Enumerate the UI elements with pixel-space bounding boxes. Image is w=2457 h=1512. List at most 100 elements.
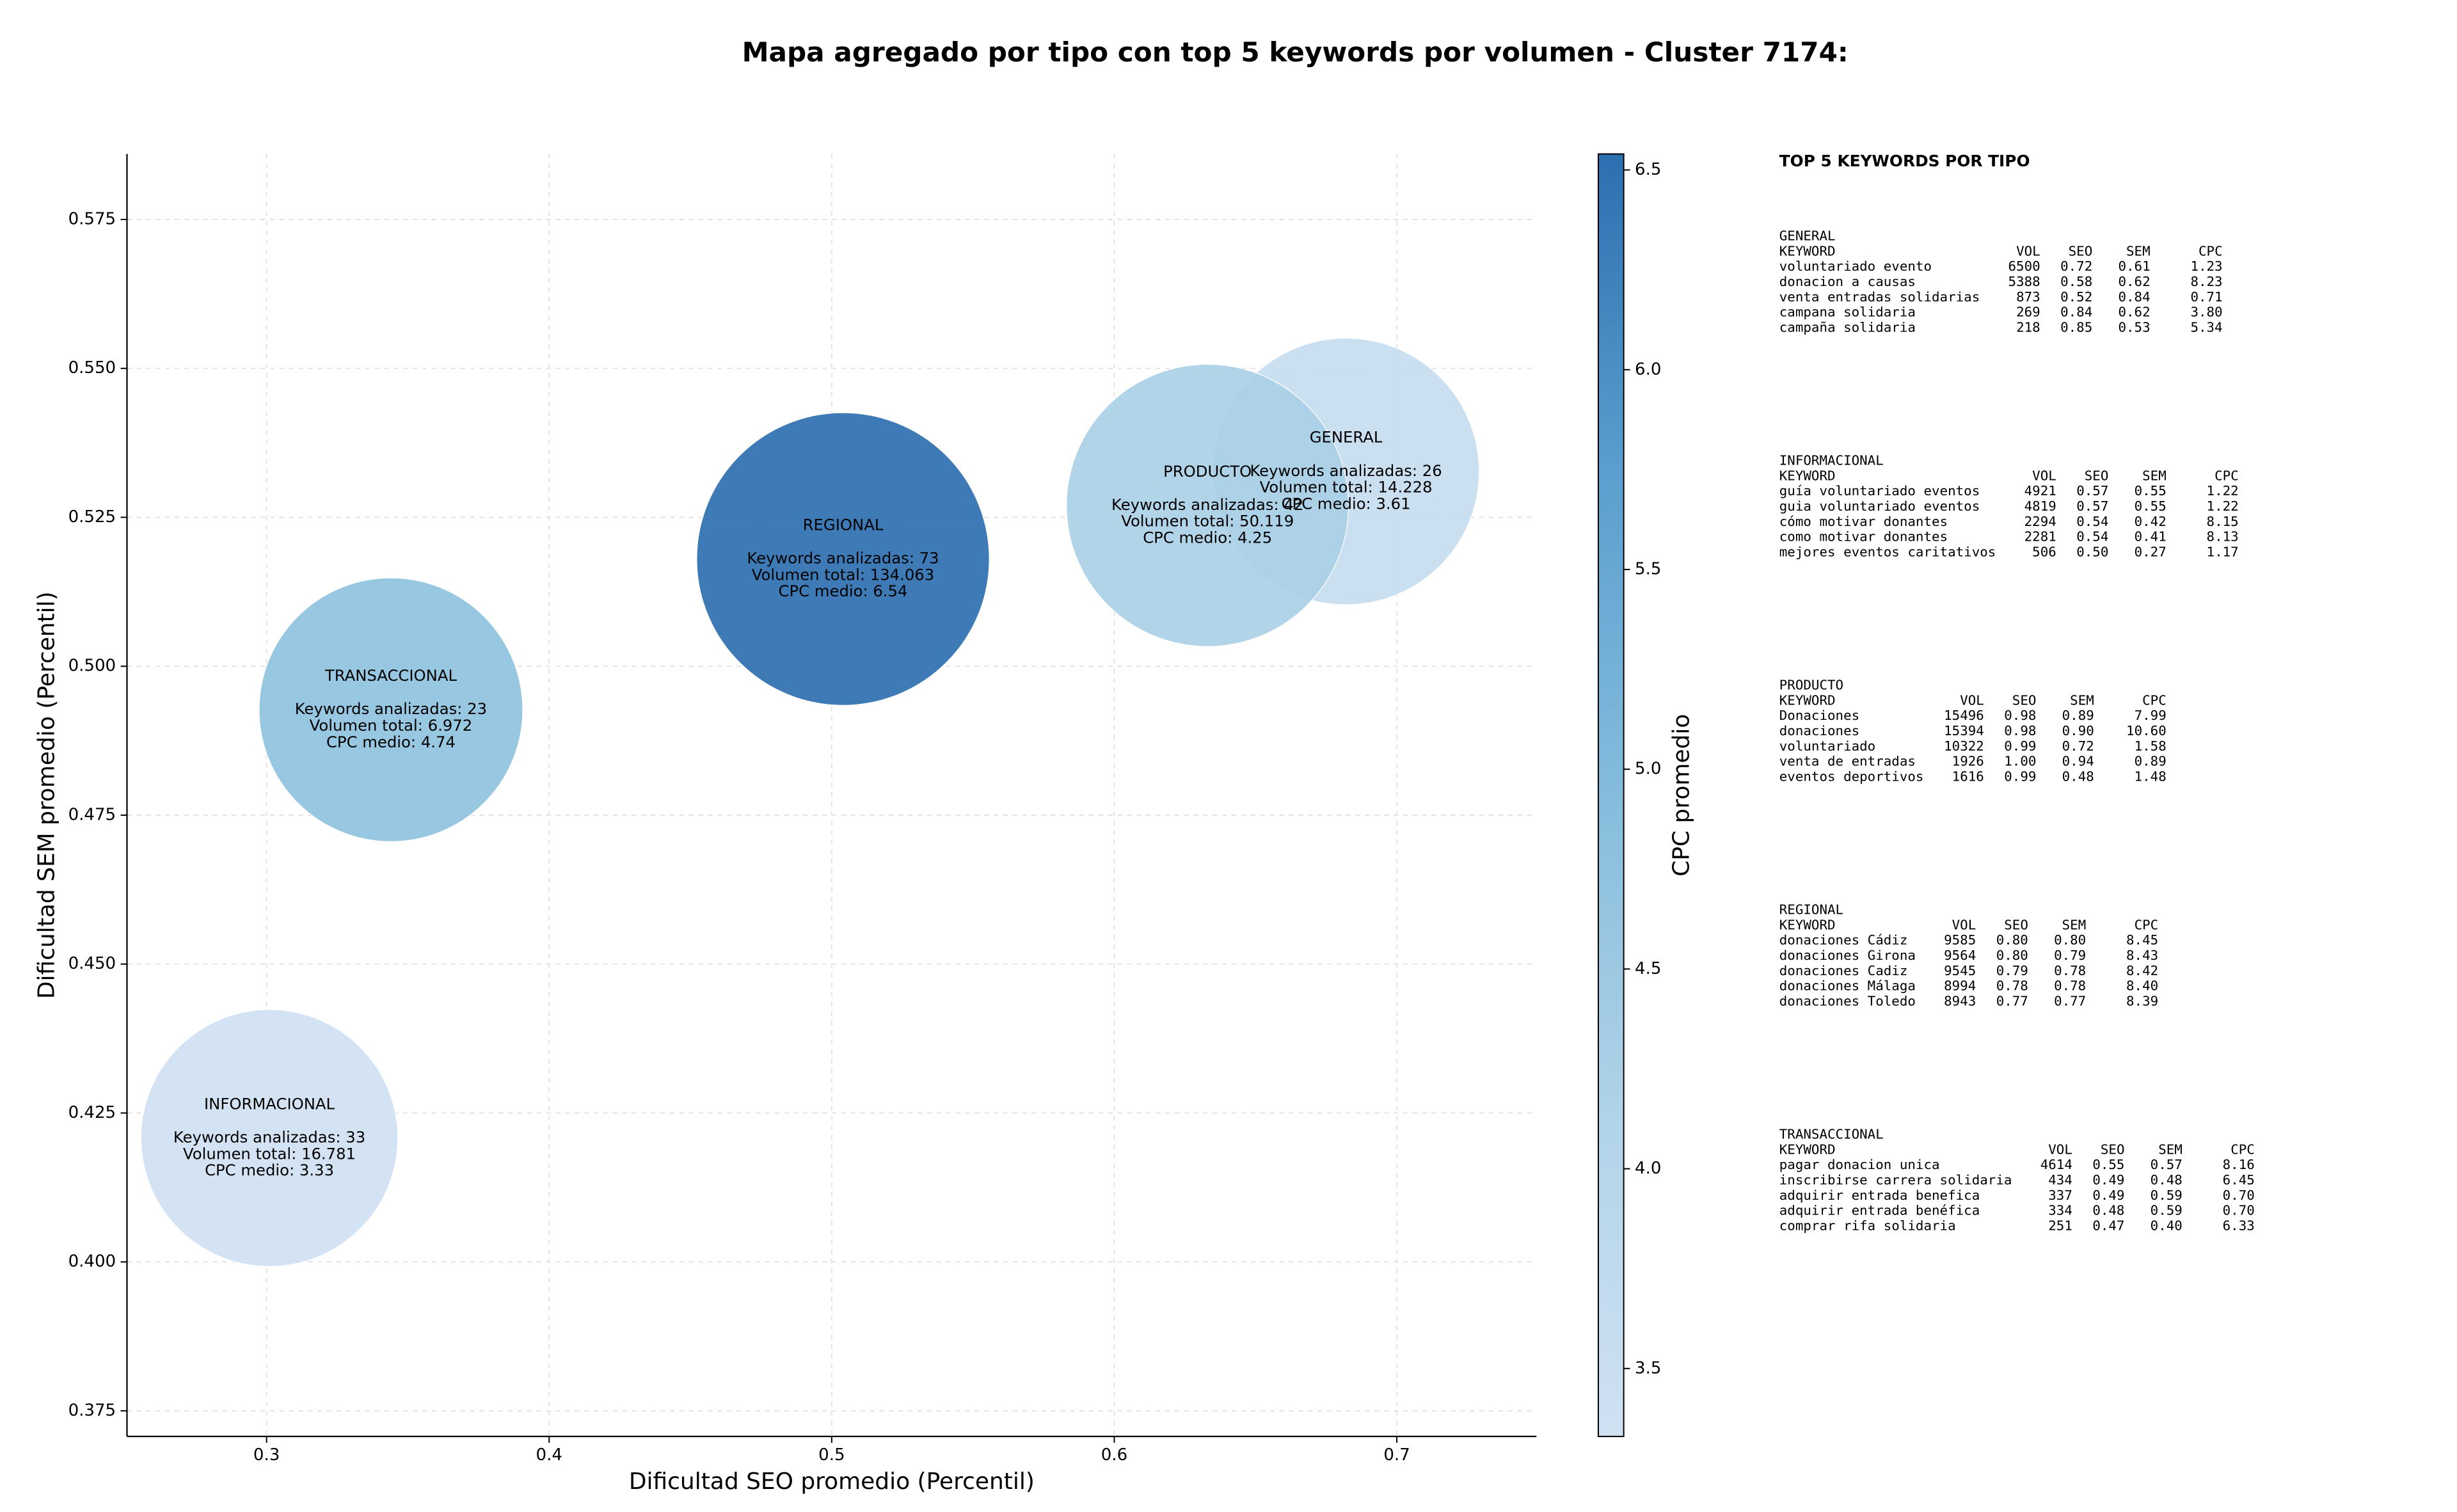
- table-cell: 9545: [1944, 963, 1976, 978]
- table-cell: 0.84: [2118, 289, 2150, 305]
- table-cell: 337: [2048, 1188, 2072, 1203]
- table-cell: 0.70: [2223, 1188, 2255, 1203]
- table-cell: donaciones Cadiz: [1779, 963, 1908, 978]
- table-cell: 0.89: [2135, 754, 2167, 769]
- table-cell: 0.89: [2062, 708, 2094, 723]
- table-cell: 0.55: [2135, 483, 2167, 498]
- bubble-annotation: Volumen total: 134.063: [752, 565, 934, 584]
- table-header: SEM: [2158, 1142, 2183, 1157]
- table-header: SEO: [2085, 468, 2109, 483]
- table-cell: 8.43: [2126, 948, 2158, 963]
- table-header: SEM: [2062, 917, 2087, 932]
- table-header: VOL: [1960, 692, 1984, 708]
- table-header: VOL: [2032, 468, 2056, 483]
- colorbar-tick-label: 6.5: [1635, 160, 1661, 179]
- table-cell: 1.23: [2190, 259, 2222, 274]
- table-cell: 5388: [2008, 274, 2040, 289]
- table-cell: 5.34: [2190, 319, 2222, 335]
- table-cell: venta entradas solidarias: [1779, 289, 1980, 305]
- table-type: TRANSACCIONAL: [1779, 1127, 1884, 1142]
- table-cell: guía voluntariado eventos: [1779, 483, 1980, 498]
- table-cell: inscribirse carrera solidaria: [1779, 1172, 2012, 1188]
- bubble-name: GENERAL: [1310, 428, 1383, 447]
- table-cell: 0.57: [2151, 1157, 2183, 1172]
- table-cell: como motivar donantes: [1779, 529, 1948, 545]
- colorbar-label: CPC promedio: [1668, 714, 1694, 877]
- table-cell: venta de entradas: [1779, 754, 1916, 769]
- table-cell: 9585: [1944, 932, 1976, 948]
- table-cell: 0.27: [2135, 544, 2167, 559]
- table-header: SEO: [2004, 917, 2028, 932]
- table-cell: 0.55: [2092, 1157, 2124, 1172]
- table-cell: 1616: [1952, 768, 1984, 784]
- table-header: KEYWORD: [1779, 1142, 1836, 1157]
- table-cell: 0.49: [2092, 1172, 2124, 1188]
- table-cell: 0.99: [2004, 768, 2036, 784]
- y-tick-label: 0.450: [68, 954, 116, 973]
- table-cell: 873: [2016, 289, 2040, 305]
- table-cell: 0.79: [1996, 963, 2028, 978]
- table-cell: 0.61: [2118, 259, 2150, 274]
- table-type: PRODUCTO: [1779, 678, 1843, 693]
- x-tick-label: 0.7: [1383, 1445, 1410, 1465]
- table-header: SEO: [2012, 692, 2037, 708]
- y-axis-label: Dificultad SEM promedio (Percentil): [33, 591, 60, 999]
- table-cell: 269: [2016, 305, 2040, 320]
- table-cell: 334: [2048, 1203, 2072, 1218]
- table-cell: 1.22: [2207, 483, 2239, 498]
- table-cell: 1926: [1952, 754, 1984, 769]
- table-cell: voluntariado: [1779, 738, 1875, 754]
- colorbar-tick-label: 3.5: [1635, 1358, 1661, 1378]
- table-cell: 0.48: [2092, 1203, 2124, 1218]
- table-header: VOL: [2016, 243, 2040, 259]
- table-cell: 0.48: [2062, 768, 2094, 784]
- table-cell: 2281: [2024, 529, 2056, 545]
- table-cell: 0.80: [2054, 932, 2086, 948]
- table-cell: 0.72: [2060, 259, 2092, 274]
- table-header: SEM: [2070, 692, 2094, 708]
- table-header: KEYWORD: [1779, 917, 1836, 932]
- chart-title: Mapa agregado por tipo con top 5 keyword…: [742, 36, 1849, 68]
- bubble-name: PRODUCTO: [1163, 462, 1252, 481]
- x-tick-label: 0.4: [536, 1445, 562, 1465]
- table-cell: 0.72: [2062, 738, 2094, 754]
- table-cell: 0.90: [2062, 723, 2094, 738]
- table-cell: 1.48: [2135, 768, 2167, 784]
- table-cell: 218: [2016, 319, 2040, 335]
- table-header: VOL: [2048, 1142, 2072, 1157]
- table-header: KEYWORD: [1779, 468, 1836, 483]
- table-cell: donaciones Cádiz: [1779, 932, 1908, 948]
- colorbar-tick-label: 4.0: [1635, 1159, 1661, 1178]
- table-cell: 6.33: [2223, 1218, 2255, 1233]
- table-cell: 0.71: [2190, 289, 2222, 305]
- bubble: [1066, 363, 1349, 647]
- bubble: [258, 577, 523, 842]
- table-header: KEYWORD: [1779, 243, 1836, 259]
- table-cell: guia voluntariado eventos: [1779, 498, 1980, 514]
- table-cell: 0.99: [2004, 738, 2036, 754]
- table-cell: 0.78: [2054, 963, 2086, 978]
- table-cell: 0.53: [2118, 319, 2150, 335]
- table-cell: 0.52: [2060, 289, 2092, 305]
- table-cell: 0.98: [2004, 723, 2036, 738]
- table-cell: 0.98: [2004, 708, 2036, 723]
- bubble-annotation: Keywords analizadas: 26: [1250, 461, 1442, 480]
- table-header: CPC: [2214, 468, 2239, 483]
- table-header: SEO: [2101, 1142, 2125, 1157]
- table-cell: 434: [2048, 1172, 2072, 1188]
- bubble-annotation: CPC medio: 3.33: [205, 1161, 334, 1179]
- table-cell: mejores eventos caritativos: [1779, 544, 1996, 559]
- table-cell: 0.47: [2092, 1218, 2124, 1233]
- table-cell: 1.22: [2207, 498, 2239, 514]
- table-cell: 0.58: [2060, 274, 2092, 289]
- table-cell: 0.49: [2092, 1188, 2124, 1203]
- table-cell: 15496: [1944, 708, 1984, 723]
- table-cell: 0.80: [1996, 932, 2028, 948]
- table-cell: 4614: [2040, 1157, 2072, 1172]
- colorbar-tick-label: 5.0: [1635, 760, 1661, 779]
- bubble-annotation: Keywords analizadas: 33: [173, 1128, 365, 1147]
- table-cell: adquirir entrada benefica: [1779, 1188, 1980, 1203]
- y-tick-label: 0.425: [68, 1103, 116, 1122]
- table-cell: cómo motivar donantes: [1779, 514, 1948, 529]
- table-cell: 0.59: [2151, 1188, 2183, 1203]
